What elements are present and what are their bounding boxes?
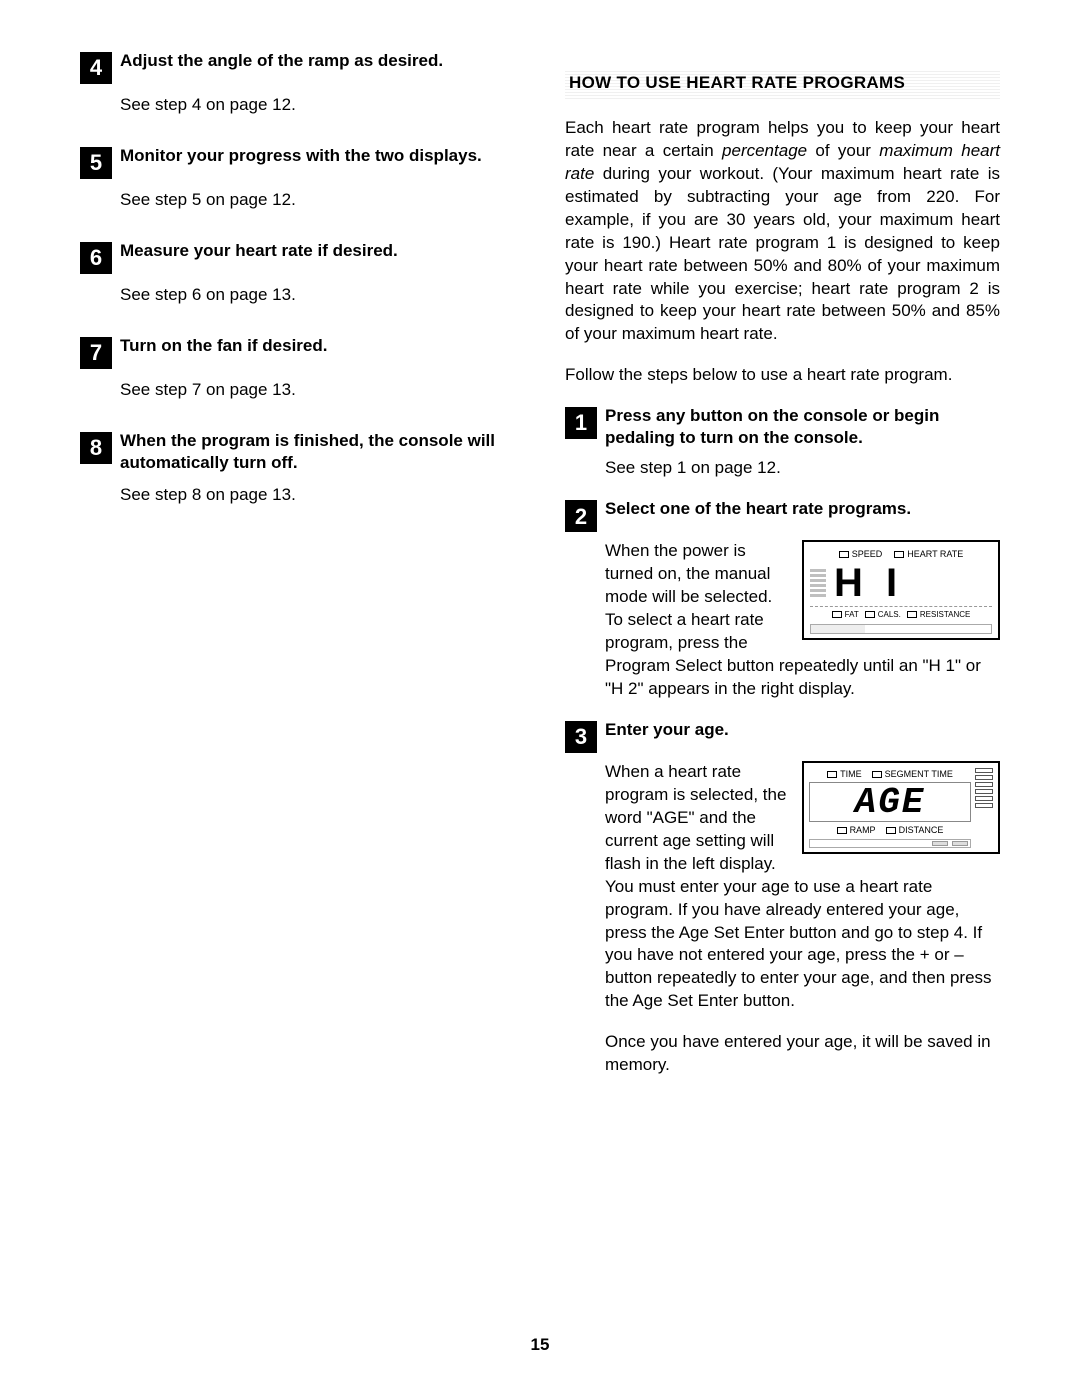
step-4: 4 Adjust the angle of the ramp as desire… — [80, 50, 515, 84]
step-body: TIME SEGMENT TIME AGE RAMP DISTANCE — [605, 761, 1000, 1013]
step-body: See step 6 on page 13. — [120, 284, 515, 307]
rstep-1: 1 Press any button on the console or beg… — [565, 405, 1000, 449]
lcd-strip-icon — [809, 839, 971, 848]
intro-text: during your workout. (Your maximum heart… — [565, 164, 1000, 344]
step-8: 8 When the program is finished, the cons… — [80, 430, 515, 474]
step-number-box: 1 — [565, 407, 597, 439]
lcd-label: HEART RATE — [907, 548, 963, 560]
lcd-side-bars-icon — [975, 768, 993, 848]
right-column: HOW TO USE HEART RATE PROGRAMS Each hear… — [565, 50, 1000, 1095]
lcd-display-2: TIME SEGMENT TIME AGE RAMP DISTANCE — [802, 761, 1000, 854]
intro-paragraph: Each heart rate program helps you to kee… — [565, 117, 1000, 346]
lcd-label: SPEED — [852, 548, 883, 560]
step-title: When the program is finished, the consol… — [120, 430, 515, 474]
lcd-label: SEGMENT TIME — [885, 768, 953, 780]
step-number-box: 6 — [80, 242, 112, 274]
page-number: 15 — [0, 1334, 1080, 1357]
lcd-display-1: SPEED HEART RATE H I FAT CALS. RESISTANC… — [802, 540, 1000, 640]
lcd-label: DISTANCE — [899, 824, 944, 836]
lcd-bars-icon — [810, 569, 826, 597]
lcd-label: TIME — [840, 768, 862, 780]
lcd-strip-icon — [810, 624, 992, 634]
section-header: HOW TO USE HEART RATE PROGRAMS — [565, 70, 1000, 99]
lcd-indicator: SEGMENT TIME — [872, 768, 953, 780]
lcd-label: RAMP — [850, 824, 876, 836]
step-title: Turn on the fan if desired. — [120, 335, 327, 357]
step-5: 5 Monitor your progress with the two dis… — [80, 145, 515, 179]
intro-text: of your — [807, 141, 879, 160]
lcd-indicator: SPEED — [839, 548, 883, 560]
step-body: SPEED HEART RATE H I FAT CALS. RESISTANC… — [605, 540, 1000, 701]
lcd-indicator: FAT — [832, 610, 859, 621]
follow-paragraph: Follow the steps below to use a heart ra… — [565, 364, 1000, 387]
lcd-indicator: RESISTANCE — [907, 610, 971, 621]
lcd-label: RESISTANCE — [920, 610, 971, 621]
step-number-box: 7 — [80, 337, 112, 369]
step-number-box: 2 — [565, 500, 597, 532]
step-body: See step 1 on page 12. — [605, 457, 1000, 480]
lcd-label: FAT — [845, 610, 859, 621]
step-number-box: 5 — [80, 147, 112, 179]
lcd-label: CALS. — [878, 610, 901, 621]
step-number-box: 8 — [80, 432, 112, 464]
step-title: Press any button on the console or begin… — [605, 405, 1000, 449]
step-body-2: Once you have entered your age, it will … — [605, 1031, 1000, 1077]
step-title: Monitor your progress with the two displ… — [120, 145, 482, 167]
lcd-big-text: H I — [834, 563, 903, 603]
rstep-3: 3 Enter your age. — [565, 719, 1000, 753]
intro-italic: percentage — [722, 141, 807, 160]
left-column: 4 Adjust the angle of the ramp as desire… — [80, 50, 515, 1095]
step-title: Select one of the heart rate programs. — [605, 498, 911, 520]
lcd-big-text: AGE — [855, 782, 926, 823]
step-7: 7 Turn on the fan if desired. — [80, 335, 515, 369]
rstep-2: 2 Select one of the heart rate programs. — [565, 498, 1000, 532]
step-number-box: 3 — [565, 721, 597, 753]
step-title: Adjust the angle of the ramp as desired. — [120, 50, 443, 72]
step-body: See step 8 on page 13. — [120, 484, 515, 507]
step-6: 6 Measure your heart rate if desired. — [80, 240, 515, 274]
lcd-indicator: CALS. — [865, 610, 901, 621]
step-number-box: 4 — [80, 52, 112, 84]
lcd-indicator: DISTANCE — [886, 824, 944, 836]
lcd-indicator: RAMP — [837, 824, 876, 836]
lcd-indicator: HEART RATE — [894, 548, 963, 560]
step-title: Enter your age. — [605, 719, 729, 741]
step-body: See step 7 on page 13. — [120, 379, 515, 402]
step-body: See step 5 on page 12. — [120, 189, 515, 212]
lcd-indicator: TIME — [827, 768, 862, 780]
step-title: Measure your heart rate if desired. — [120, 240, 398, 262]
step-body: See step 4 on page 12. — [120, 94, 515, 117]
